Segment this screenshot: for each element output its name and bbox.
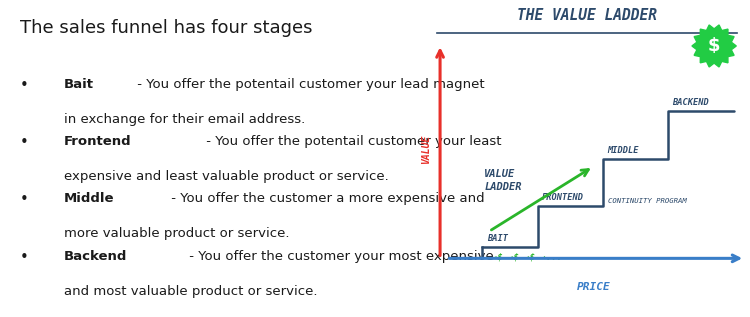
Text: Bait: Bait <box>64 78 94 91</box>
Polygon shape <box>692 25 736 67</box>
Text: expensive and least valuable product or service.: expensive and least valuable product or … <box>64 170 388 183</box>
Text: FRONTEND: FRONTEND <box>542 193 584 202</box>
Text: - You offer the potentail customer your least: - You offer the potentail customer your … <box>202 135 502 148</box>
Text: BACKEND: BACKEND <box>672 98 709 107</box>
Text: PRICE: PRICE <box>577 282 610 292</box>
Text: BAIT: BAIT <box>488 235 508 243</box>
Text: and most valuable product or service.: and most valuable product or service. <box>64 285 317 298</box>
Text: Frontend: Frontend <box>64 135 131 148</box>
Text: - You offer the customer your most expensive: - You offer the customer your most expen… <box>184 250 494 263</box>
Text: more valuable product or service.: more valuable product or service. <box>64 227 290 240</box>
Text: - You offer the customer a more expensive and: - You offer the customer a more expensiv… <box>167 192 485 205</box>
Text: •: • <box>20 135 28 150</box>
Text: Backend: Backend <box>64 250 127 263</box>
Text: Middle: Middle <box>64 192 114 205</box>
Text: →$ →$ →$ →...: →$ →$ →$ →... <box>492 253 562 262</box>
Text: •: • <box>20 78 28 93</box>
Text: •: • <box>20 192 28 207</box>
Text: VALUE: VALUE <box>422 134 431 164</box>
Text: MIDDLE: MIDDLE <box>607 146 638 155</box>
Text: $: $ <box>708 37 720 55</box>
Text: VALUE
LADDER: VALUE LADDER <box>484 170 521 192</box>
Text: CONTINUITY PROGRAM: CONTINUITY PROGRAM <box>608 198 687 204</box>
Text: in exchange for their email address.: in exchange for their email address. <box>64 113 305 126</box>
Text: The sales funnel has four stages: The sales funnel has four stages <box>20 19 313 37</box>
Text: •: • <box>20 250 28 265</box>
Text: - You offer the potentail customer your lead magnet: - You offer the potentail customer your … <box>133 78 484 91</box>
Text: THE VALUE LADDER: THE VALUE LADDER <box>517 8 657 23</box>
